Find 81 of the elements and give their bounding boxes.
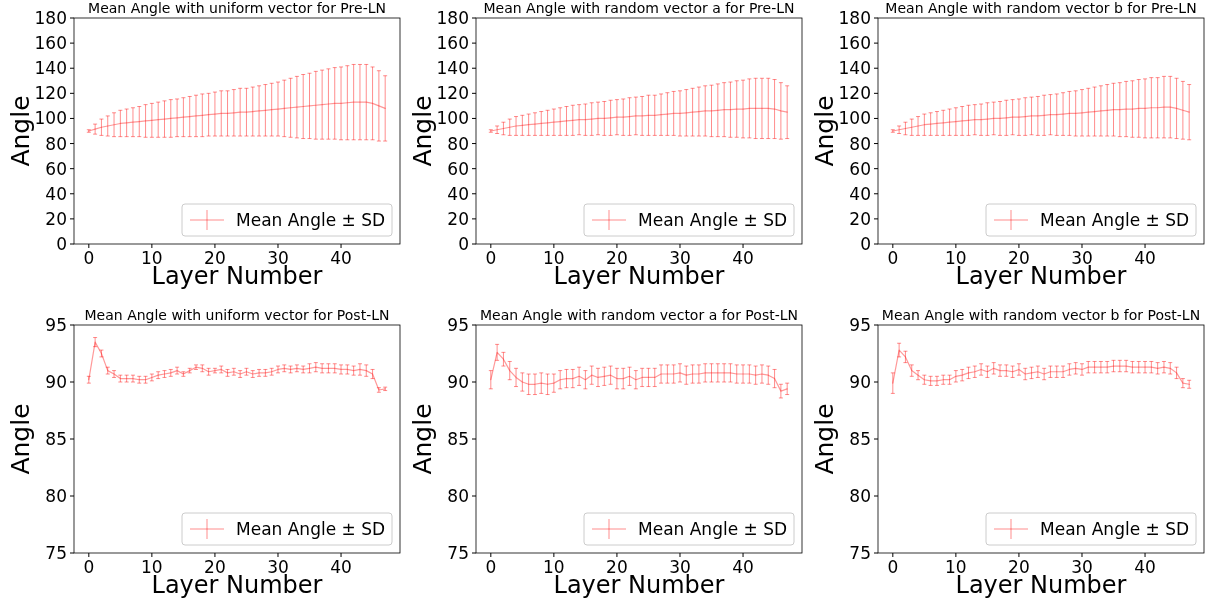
y-tick-label: 20 bbox=[447, 208, 469, 229]
y-tick-label: 0 bbox=[860, 234, 871, 254]
x-tick-label: 20 bbox=[606, 248, 628, 268]
y-tick-label: 80 bbox=[45, 133, 67, 154]
x-tick-label: 40 bbox=[1134, 248, 1156, 268]
y-tick-label: 100 bbox=[838, 108, 871, 129]
y-tick-label: 100 bbox=[34, 108, 67, 129]
y-tick-label: 180 bbox=[838, 8, 871, 28]
x-tick-label: 40 bbox=[330, 248, 352, 268]
y-tick-label: 140 bbox=[838, 58, 871, 79]
y-axis-title: Angle bbox=[408, 95, 437, 167]
y-tick-label: 180 bbox=[34, 8, 67, 28]
x-tick-label: 20 bbox=[606, 557, 628, 577]
legend-label: Mean Angle ± SD bbox=[236, 519, 386, 539]
x-tick-label: 20 bbox=[204, 248, 226, 268]
y-tick-label: 85 bbox=[447, 429, 469, 449]
x-tick-label: 40 bbox=[732, 557, 754, 577]
y-tick-label: 20 bbox=[849, 208, 871, 229]
y-axis-title: Angle bbox=[810, 95, 839, 167]
legend-label: Mean Angle ± SD bbox=[1040, 210, 1190, 230]
y-tick-label: 140 bbox=[436, 58, 469, 79]
y-tick-label: 0 bbox=[458, 234, 469, 254]
y-axis-title: Angle bbox=[810, 403, 839, 475]
y-tick-label: 20 bbox=[45, 208, 67, 229]
x-tick-label: 20 bbox=[1008, 248, 1030, 268]
y-tick-label: 160 bbox=[34, 33, 67, 54]
x-tick-label: 0 bbox=[887, 248, 899, 268]
legend-label: Mean Angle ± SD bbox=[1040, 519, 1190, 539]
y-tick-label: 180 bbox=[436, 8, 469, 28]
chart-title: Mean Angle with random vector a for Post-LN bbox=[480, 307, 798, 323]
y-tick-label: 90 bbox=[849, 372, 871, 392]
y-tick-label: 60 bbox=[447, 158, 469, 179]
y-tick-label: 85 bbox=[45, 429, 67, 449]
x-tick-label: 40 bbox=[732, 248, 754, 268]
y-tick-label: 40 bbox=[447, 183, 469, 204]
legend-label: Mean Angle ± SD bbox=[638, 519, 788, 539]
y-tick-label: 120 bbox=[436, 83, 469, 104]
y-tick-label: 60 bbox=[849, 158, 871, 179]
y-tick-label: 120 bbox=[838, 83, 871, 104]
x-tick-label: 0 bbox=[887, 557, 899, 577]
chart-title: Mean Angle with random vector b for Pre-LN bbox=[885, 0, 1197, 16]
y-tick-label: 60 bbox=[45, 158, 67, 179]
chart-title: Mean Angle with random vector b for Post-LN bbox=[881, 307, 1201, 323]
y-tick-label: 160 bbox=[838, 33, 871, 54]
y-tick-label: 140 bbox=[34, 58, 67, 79]
y-tick-label: 80 bbox=[849, 133, 871, 154]
y-tick-label: 85 bbox=[849, 429, 871, 449]
y-tick-label: 40 bbox=[45, 183, 67, 204]
y-tick-label: 75 bbox=[849, 543, 871, 563]
chart-title: Mean Angle with random vector a for Pre-LN bbox=[483, 0, 795, 16]
y-tick-label: 90 bbox=[447, 372, 469, 392]
y-tick-label: 80 bbox=[447, 486, 469, 506]
y-axis-title: Angle bbox=[6, 403, 35, 475]
y-tick-label: 80 bbox=[447, 133, 469, 154]
y-tick-label: 75 bbox=[45, 543, 67, 563]
y-tick-label: 120 bbox=[34, 83, 67, 104]
chart-title: Mean Angle with uniform vector for Post-LN bbox=[84, 307, 390, 323]
y-tick-label: 95 bbox=[447, 315, 469, 335]
y-tick-label: 0 bbox=[56, 234, 67, 254]
y-tick-label: 100 bbox=[436, 108, 469, 129]
x-tick-label: 0 bbox=[485, 557, 497, 577]
y-axis-title: Angle bbox=[408, 403, 437, 475]
chart-title: Mean Angle with uniform vector for Pre-LN bbox=[88, 0, 386, 16]
y-tick-label: 80 bbox=[45, 486, 67, 506]
x-tick-label: 20 bbox=[1008, 557, 1030, 577]
x-tick-label: 0 bbox=[83, 248, 95, 268]
x-tick-label: 0 bbox=[83, 557, 95, 577]
y-axis-title: Angle bbox=[6, 95, 35, 167]
y-tick-label: 160 bbox=[436, 33, 469, 54]
x-tick-label: 40 bbox=[1134, 557, 1156, 577]
legend-label: Mean Angle ± SD bbox=[638, 210, 788, 230]
x-tick-label: 20 bbox=[204, 557, 226, 577]
y-tick-label: 95 bbox=[45, 315, 67, 335]
y-tick-label: 90 bbox=[45, 372, 67, 392]
y-tick-label: 80 bbox=[849, 486, 871, 506]
y-tick-label: 75 bbox=[447, 543, 469, 563]
y-tick-label: 95 bbox=[849, 315, 871, 335]
x-tick-label: 40 bbox=[330, 557, 352, 577]
x-tick-label: 0 bbox=[485, 248, 497, 268]
y-tick-label: 40 bbox=[849, 183, 871, 204]
legend-label: Mean Angle ± SD bbox=[236, 210, 386, 230]
